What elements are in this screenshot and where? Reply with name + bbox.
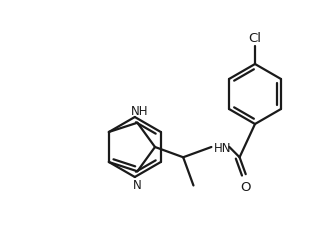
Text: HN: HN (214, 141, 231, 154)
Text: O: O (241, 180, 251, 193)
Text: N: N (133, 178, 142, 191)
Text: NH: NH (131, 104, 148, 117)
Text: Cl: Cl (248, 32, 261, 45)
